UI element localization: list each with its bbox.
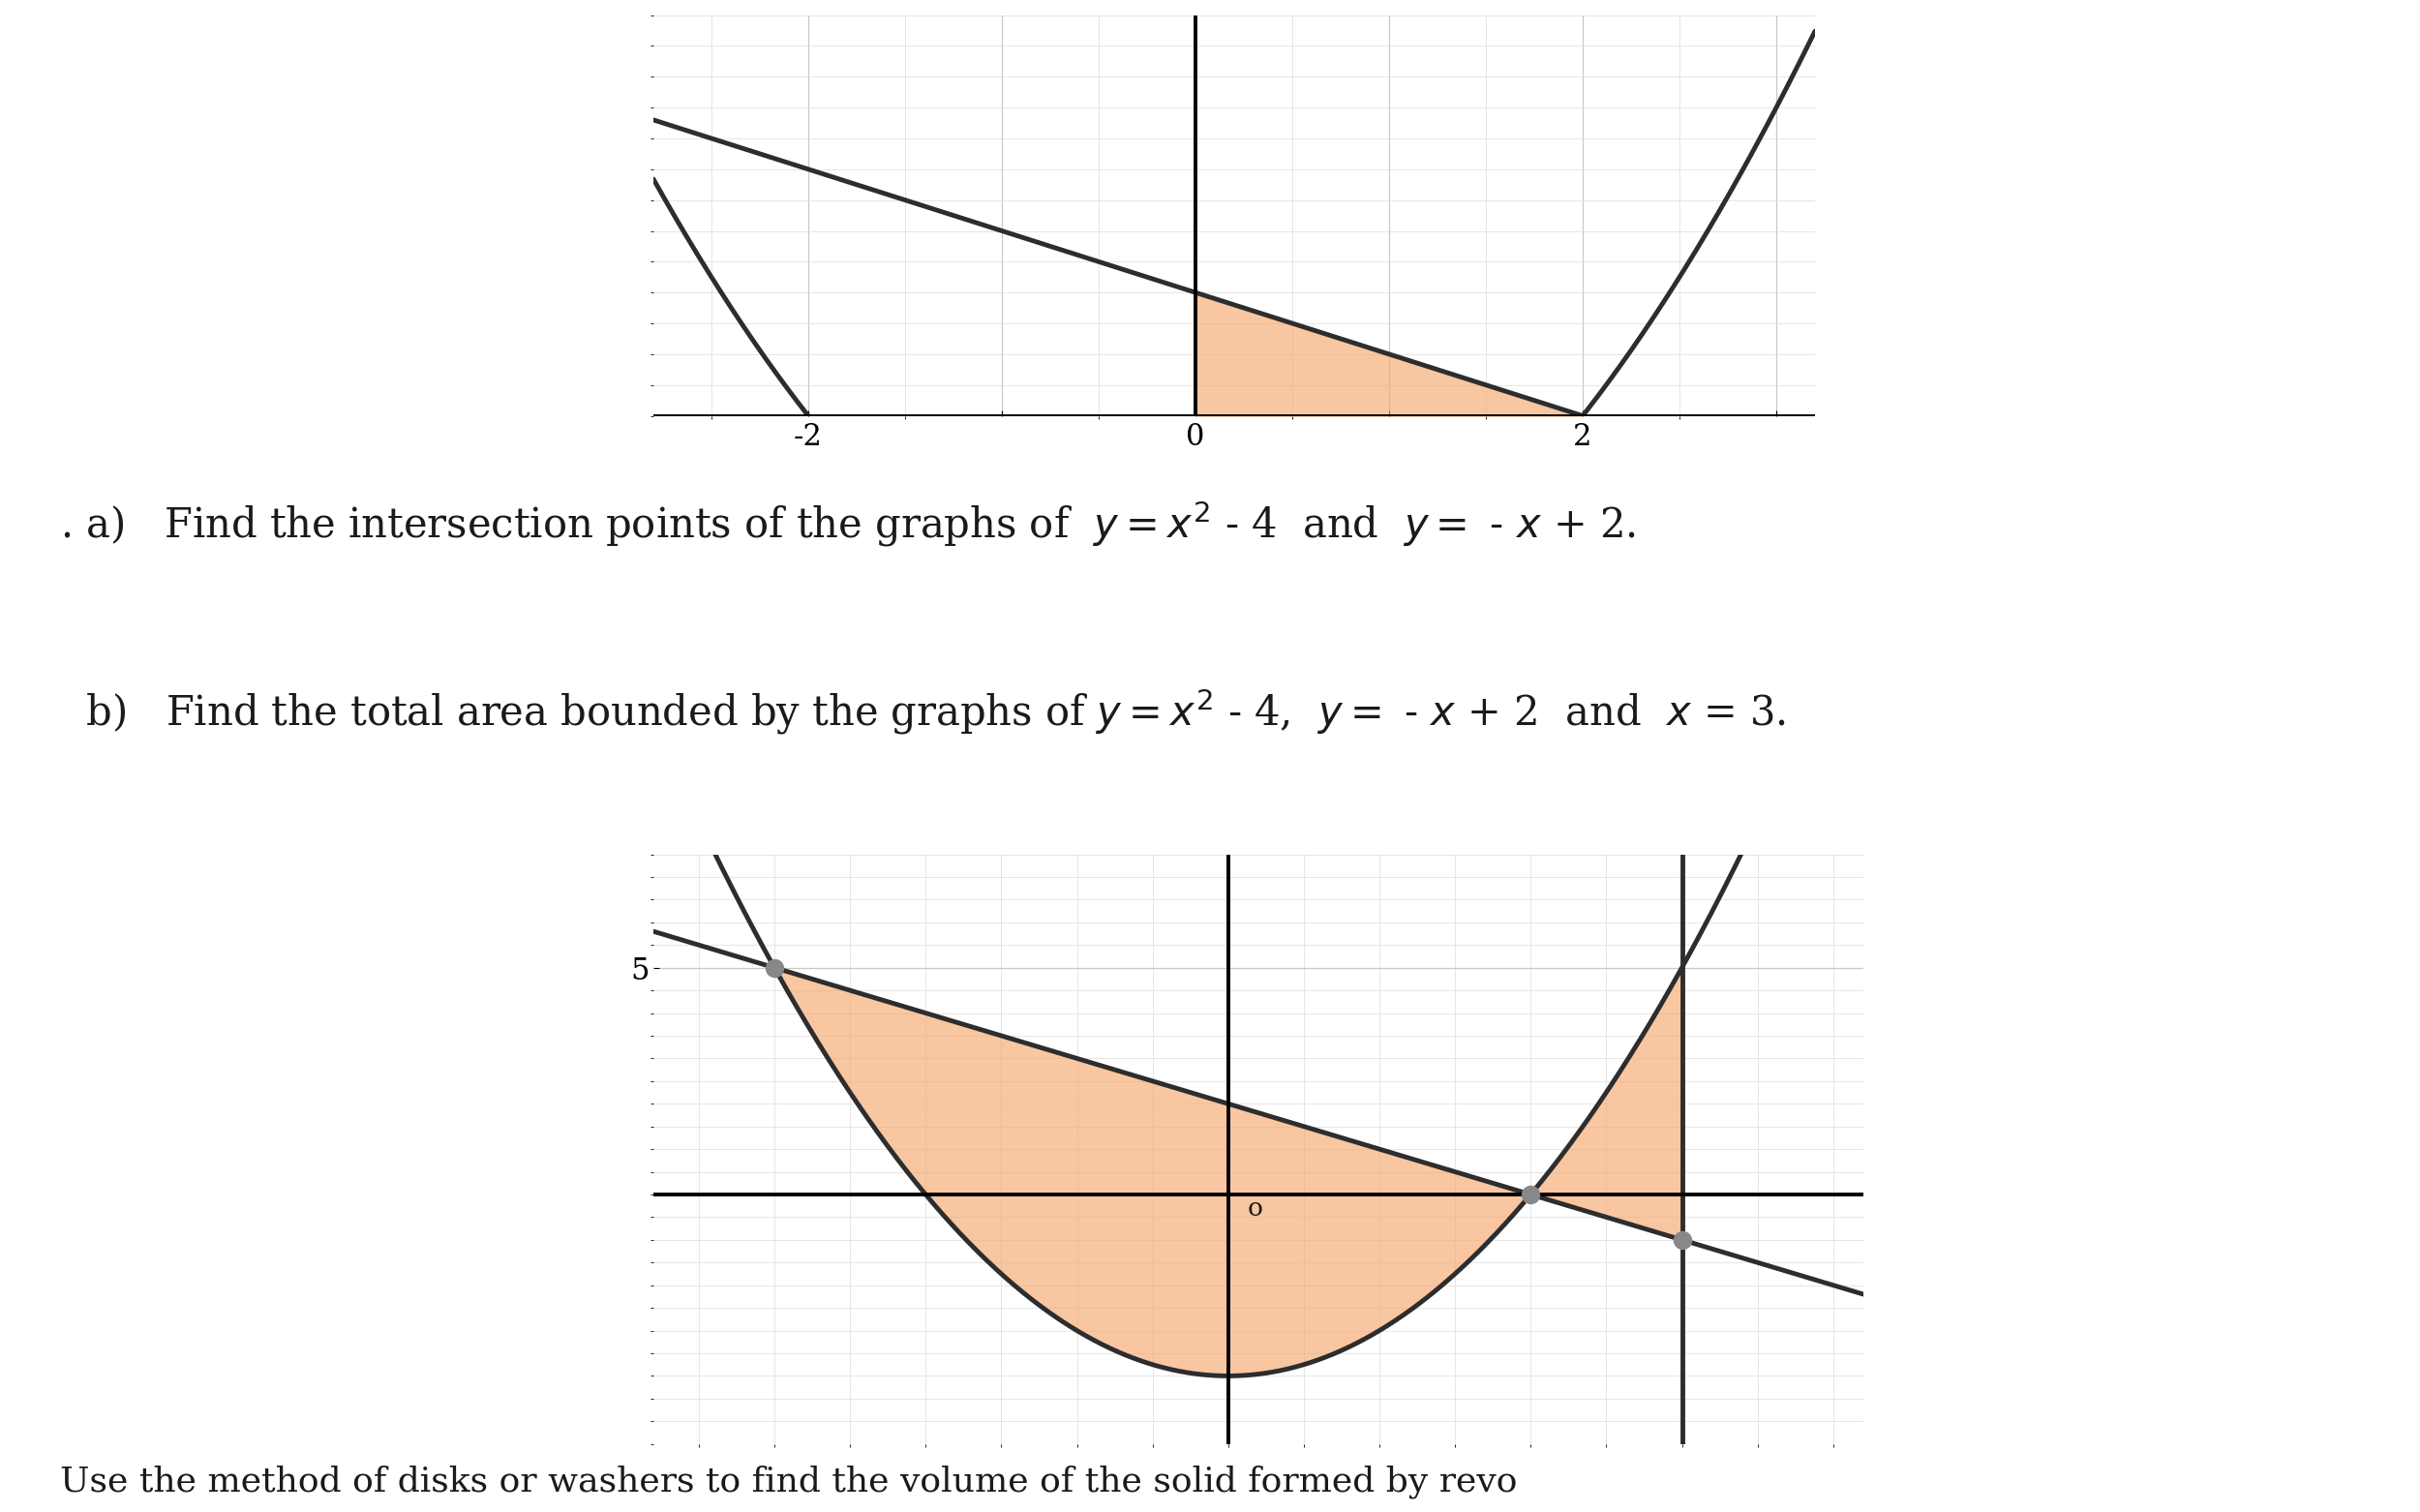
- Text: . a)   Find the intersection points of the graphs of  $y = x^2$ - 4  and  $y =$ : . a) Find the intersection points of the…: [60, 499, 1636, 549]
- Text: b)   Find the total area bounded by the graphs of $y = x^2$ - 4,  $y =$ - $x$ + : b) Find the total area bounded by the gr…: [60, 686, 1786, 736]
- Text: Use the method of disks or washers to find the volume of the solid formed by rev: Use the method of disks or washers to fi…: [60, 1465, 1517, 1498]
- Text: o: o: [1249, 1196, 1263, 1220]
